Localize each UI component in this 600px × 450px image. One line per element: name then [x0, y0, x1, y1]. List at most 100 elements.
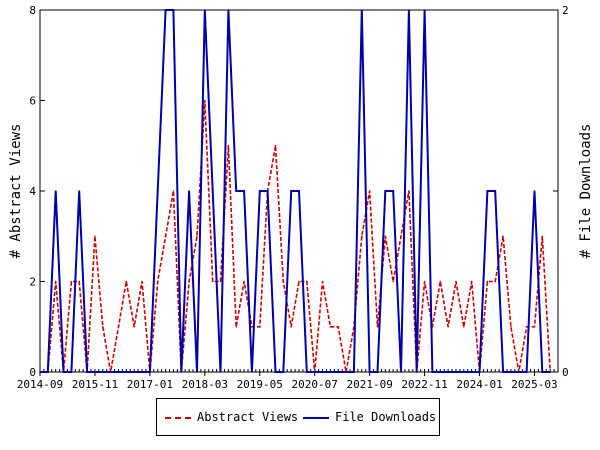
- data-point-file-downloads: [368, 371, 371, 373]
- x-tick-label: 2014-09: [17, 378, 63, 391]
- data-point-abstract-views: [439, 280, 442, 283]
- data-point-file-downloads: [227, 9, 230, 11]
- data-point-file-downloads: [549, 371, 551, 373]
- data-point-abstract-views: [156, 280, 159, 283]
- data-point-abstract-views: [204, 99, 206, 102]
- data-point-abstract-views: [290, 325, 292, 328]
- data-point-file-downloads: [47, 371, 49, 373]
- data-point-file-downloads: [164, 9, 167, 11]
- data-point-file-downloads: [384, 190, 387, 192]
- data-point-file-downloads: [78, 190, 81, 192]
- data-point-abstract-views: [54, 280, 57, 283]
- data-point-file-downloads: [478, 371, 481, 373]
- data-point-file-downloads: [400, 371, 402, 373]
- data-point-file-downloads: [196, 371, 198, 373]
- legend-label-file-downloads: File Downloads: [335, 410, 437, 424]
- data-point-file-downloads: [494, 190, 497, 192]
- y-right-tick-label: 0: [562, 366, 569, 379]
- data-point-file-downloads: [117, 371, 120, 373]
- data-point-file-downloads: [415, 371, 418, 373]
- data-point-abstract-views: [533, 325, 536, 328]
- data-point-abstract-views: [502, 235, 504, 238]
- data-point-file-downloads: [517, 371, 520, 373]
- data-point-abstract-views: [258, 325, 261, 328]
- data-point-file-downloads: [486, 190, 489, 192]
- data-point-abstract-views: [329, 325, 332, 328]
- data-point-abstract-views: [321, 280, 324, 283]
- data-point-abstract-views: [235, 325, 238, 328]
- data-point-abstract-views: [164, 235, 167, 238]
- data-point-file-downloads: [455, 371, 457, 373]
- legend-item-file-downloads: File Downloads: [303, 410, 436, 424]
- data-point-file-downloads: [274, 371, 277, 373]
- data-point-file-downloads: [94, 371, 96, 373]
- data-point-file-downloads: [282, 371, 285, 373]
- data-point-abstract-views: [360, 235, 363, 238]
- data-point-abstract-views: [392, 280, 394, 283]
- data-point-file-downloads: [266, 190, 269, 192]
- x-tick-label: 2019-05: [237, 378, 283, 391]
- data-point-file-downloads: [321, 371, 324, 373]
- data-point-file-downloads: [141, 371, 143, 373]
- data-point-abstract-views: [70, 280, 73, 283]
- data-point-file-downloads: [423, 9, 426, 11]
- data-point-file-downloads: [133, 371, 135, 373]
- data-point-abstract-views: [510, 325, 512, 328]
- data-point-file-downloads: [149, 371, 151, 373]
- data-point-file-downloads: [180, 371, 183, 373]
- data-point-abstract-views: [172, 190, 175, 192]
- legend-label-abstract-views: Abstract Views: [197, 410, 299, 424]
- data-point-file-downloads: [298, 190, 300, 192]
- data-point-abstract-views: [470, 280, 473, 283]
- data-point-file-downloads: [39, 371, 41, 373]
- data-point-file-downloads: [541, 371, 544, 373]
- y-left-tick-label: 8: [29, 4, 36, 17]
- data-point-file-downloads: [306, 371, 308, 373]
- legend: Abstract Views File Downloads: [156, 398, 440, 436]
- data-point-file-downloads: [62, 371, 65, 373]
- y-left-tick-label: 6: [29, 95, 36, 108]
- data-point-file-downloads: [533, 190, 536, 192]
- data-point-file-downloads: [109, 371, 112, 373]
- data-point-abstract-views: [243, 280, 245, 283]
- data-point-file-downloads: [431, 371, 434, 373]
- data-point-file-downloads: [447, 371, 449, 373]
- y-right-ticks: 02: [553, 4, 569, 379]
- data-point-file-downloads: [313, 371, 316, 373]
- data-point-abstract-views: [408, 190, 410, 192]
- data-point-file-downloads: [470, 371, 473, 373]
- data-point-abstract-views: [101, 325, 104, 328]
- x-tick-labels: 2014-09 2015-11 2017-01 2018-03 2019-05 2020-…: [17, 372, 558, 391]
- data-point-file-downloads: [188, 190, 190, 192]
- data-point-abstract-views: [188, 280, 190, 283]
- data-point-abstract-views: [337, 325, 340, 328]
- data-point-abstract-views: [447, 325, 449, 328]
- legend-swatch-abstract-views: [165, 416, 191, 419]
- x-tick-label: 2015-11: [72, 378, 118, 391]
- y-left-tick-label: 2: [29, 276, 36, 289]
- data-point-file-downloads: [156, 190, 159, 192]
- y-right-tick-label: 2: [562, 4, 569, 17]
- data-point-abstract-views: [494, 280, 497, 283]
- data-point-abstract-views: [368, 190, 371, 192]
- data-point-abstract-views: [227, 144, 230, 147]
- data-point-abstract-views: [94, 235, 96, 238]
- data-point-abstract-views: [486, 280, 489, 283]
- y-axis-right-title: # File Downloads: [578, 124, 594, 259]
- data-point-file-downloads: [204, 9, 206, 11]
- x-tick-label: 2018-03: [182, 378, 228, 391]
- data-point-file-downloads: [219, 371, 222, 373]
- data-point-file-downloads: [345, 371, 347, 373]
- data-point-abstract-views: [525, 325, 528, 328]
- data-point-file-downloads: [251, 371, 253, 373]
- series-line-file-downloads: [40, 9, 551, 373]
- data-point-file-downloads: [329, 371, 332, 373]
- x-tick-label: 2021-09: [346, 378, 392, 391]
- data-point-file-downloads: [70, 371, 73, 373]
- data-point-file-downloads: [439, 371, 442, 373]
- data-point-file-downloads: [463, 371, 465, 373]
- data-point-file-downloads: [258, 190, 261, 192]
- data-point-file-downloads: [337, 371, 340, 373]
- data-point-abstract-views: [141, 280, 143, 283]
- y-axis-left-title: # Abstract Views: [8, 124, 24, 259]
